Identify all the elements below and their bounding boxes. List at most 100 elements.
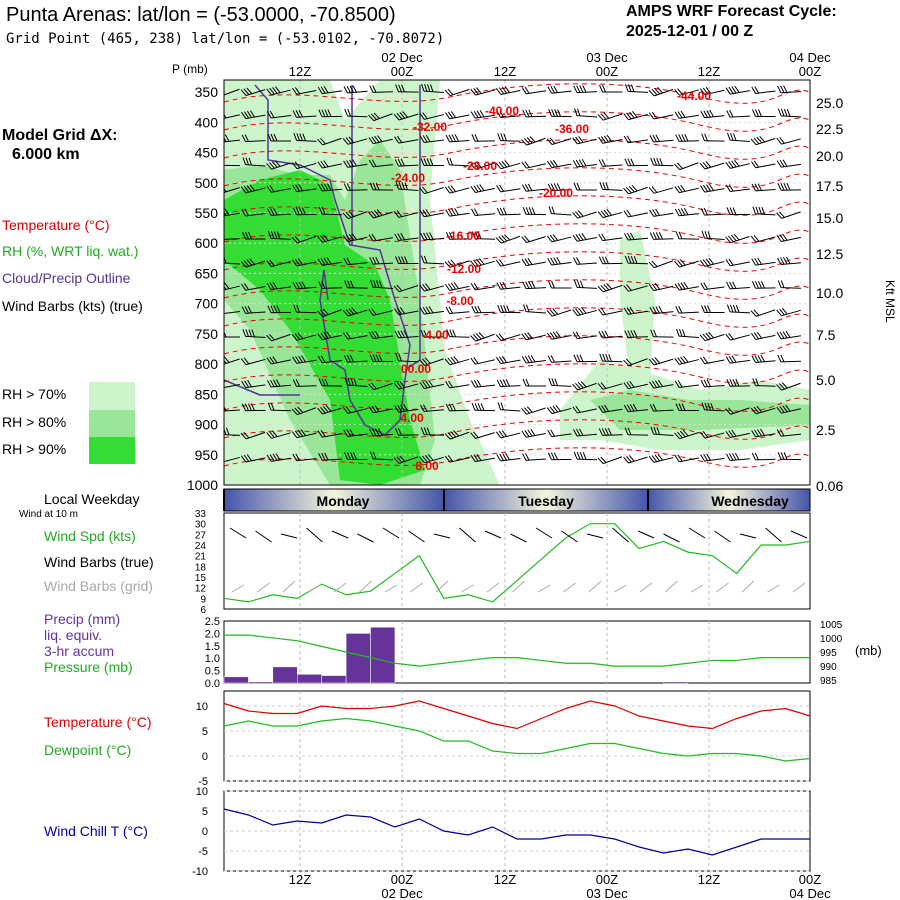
wind-barb-flag [573, 85, 578, 93]
wind-barb-staff [627, 90, 649, 93]
wind-barb-staff [781, 211, 801, 219]
wind-barb-flag [606, 134, 612, 142]
wind-barb-staff [224, 285, 240, 292]
surface-barb-grid [257, 582, 270, 593]
wind-barb-staff [449, 457, 470, 463]
wind-barb-flag [552, 308, 559, 315]
wind-barb-flag [449, 157, 453, 166]
wind-barb [267, 379, 292, 388]
wind-barb-flag [632, 403, 638, 412]
precip-bar [345, 633, 371, 684]
wind-barb-staff [398, 113, 419, 121]
surface-barb-true [586, 533, 604, 539]
wind-barb-flag [318, 109, 323, 117]
wind-barb-staff [322, 309, 342, 318]
wind-barb [725, 258, 750, 267]
wind-barb-staff [398, 188, 419, 192]
wind-barb [497, 402, 521, 412]
wind-barb-flag [445, 232, 450, 240]
wind-barb-flag [474, 305, 479, 314]
wind-barb-flag [379, 280, 383, 288]
wind-barb-staff [730, 90, 750, 95]
wind-barb-flag [503, 305, 507, 313]
wind-barb-flag [343, 332, 349, 340]
wind-barb-flag [220, 232, 223, 239]
wind-barb [547, 330, 572, 340]
wind-barb-staff [653, 457, 674, 463]
wind-barb [317, 355, 343, 364]
wind-barb [521, 183, 547, 192]
wind-barb-staff [449, 409, 470, 412]
wind-barb-flag [397, 428, 402, 436]
wind-barb-flag [473, 208, 479, 216]
precip-bar [248, 681, 274, 684]
wind-barb-flag [526, 406, 533, 413]
wind-barb [240, 357, 266, 366]
wind-barb [751, 452, 776, 461]
wind-barb [224, 383, 240, 389]
wind-barb-flag [350, 280, 354, 289]
wind-barb-flag [447, 186, 454, 193]
wind-barb-flag [241, 209, 247, 217]
wind-barb-staff [679, 432, 699, 440]
wind-barb-flag [470, 335, 477, 342]
wind-barb-flag [245, 157, 249, 166]
wind-barb-flag [292, 207, 297, 215]
wind-barb-flag [270, 402, 275, 411]
surface-barb-grid [231, 584, 245, 593]
wind-barb-flag [393, 457, 400, 464]
wind-barb-flag [296, 304, 300, 313]
wind-barb-flag [631, 184, 638, 192]
wind-barb-flag [429, 158, 434, 166]
temperature-contour [224, 447, 810, 468]
wind-barb-staff [781, 163, 801, 168]
wind-barb-flag [577, 108, 581, 117]
wind-barb [266, 110, 292, 119]
temp-tick-label: 0 [202, 751, 208, 763]
wind-barb-flag [320, 406, 326, 414]
wind-barb-flag [224, 282, 230, 290]
wind-barb-flag [782, 307, 788, 315]
wind-barb-flag [732, 378, 737, 387]
wind-barb-flag [377, 135, 383, 142]
wind-barb-flag [219, 307, 223, 314]
wind-barb-flag [754, 355, 759, 363]
wind-barb-flag [779, 257, 785, 265]
wind-barb-flag [369, 257, 374, 265]
wind-barb [445, 403, 470, 412]
wind-barb-flag [295, 453, 300, 461]
top-date-label: 02 Dec [381, 50, 423, 65]
temperature-label: -4.00 [421, 328, 449, 342]
wind-barb-flag [217, 255, 220, 262]
p-tick-label: 550 [195, 205, 219, 221]
wind-barb-staff [271, 359, 291, 365]
wind-barb-flag [349, 159, 354, 167]
wind-barb-staff [373, 164, 394, 168]
wind-barb-flag [552, 234, 559, 241]
wind-barb-flag [751, 183, 756, 192]
wind-barb [342, 307, 368, 317]
wind-barb-flag [629, 232, 635, 240]
wind-barb-flag [269, 379, 275, 388]
wind-barb-flag [603, 209, 610, 217]
wind-barb-flag [374, 330, 380, 338]
wind-barb-staff [704, 334, 725, 342]
wind-barb-flag [530, 428, 536, 436]
wind-barb-flag [395, 84, 399, 92]
wind-barb [291, 258, 317, 267]
wind-barb [776, 137, 801, 145]
wind-barb [224, 427, 241, 436]
wind-barb-flag [703, 282, 708, 290]
wind-barb [220, 232, 241, 241]
wind-barb-staff [423, 434, 445, 436]
wind-barb [240, 431, 266, 440]
precip-tick-label: 2.0 [205, 628, 220, 640]
wind-barb [546, 308, 572, 317]
wind-barb-flag [677, 88, 683, 95]
legend-cloud: Cloud/Precip Outline [2, 270, 131, 286]
height-tick-label: 5.0 [816, 372, 836, 388]
wind-barb-flag [576, 85, 581, 93]
liq-equiv-label: liq. equiv. [44, 627, 103, 643]
wind-barb-flag [396, 456, 403, 463]
